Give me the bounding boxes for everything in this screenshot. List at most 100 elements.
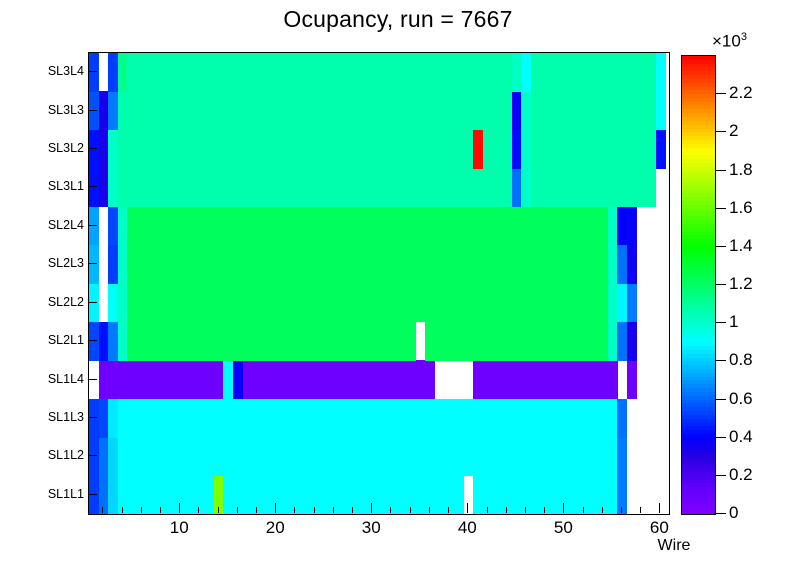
heatmap-cell — [117, 475, 215, 514]
color-scale-band — [682, 376, 715, 381]
color-scale-band — [682, 501, 715, 507]
color-scale-band — [682, 242, 715, 247]
heatmap-cell — [473, 475, 618, 514]
heatmap-cell — [617, 206, 628, 246]
heatmap-cell — [425, 321, 608, 361]
x-axis-major-tick — [659, 503, 661, 513]
x-axis-major-tick — [371, 503, 373, 513]
color-scale-tick-label: 1.8 — [729, 159, 753, 179]
heatmap-cell — [117, 283, 128, 323]
y-axis-tick-label: SL2L1 — [47, 333, 84, 348]
color-scale-band — [682, 299, 715, 305]
color-scale-band — [682, 440, 715, 446]
heatmap-cell — [98, 437, 109, 476]
color-scale-band — [682, 318, 715, 324]
color-scale-band — [682, 311, 715, 316]
y-axis-tick-label: SL3L2 — [47, 141, 84, 156]
color-scale-band — [682, 463, 715, 469]
x-axis-tick-label: 60 — [649, 518, 669, 537]
color-scale-tick-mark — [716, 513, 726, 514]
color-scale-tick-label: 1 — [729, 312, 739, 332]
color-scale-band — [682, 456, 715, 461]
heatmap-cell — [521, 168, 532, 208]
color-scale-band — [682, 234, 715, 240]
x-axis-minor-tick — [582, 507, 584, 513]
heatmap-cell — [89, 321, 99, 361]
heatmap-cell — [530, 129, 656, 169]
color-scale-band — [682, 230, 715, 236]
y-axis-tick-label: SL1L4 — [47, 371, 84, 386]
color-scale-band — [682, 368, 715, 373]
x-axis-minor-tick — [160, 507, 162, 513]
y-axis-tick-mark — [88, 186, 97, 188]
heatmap-cell — [89, 168, 99, 208]
color-scale-band — [682, 124, 715, 129]
heatmap-cell — [89, 91, 99, 131]
heatmap-cell — [473, 360, 618, 400]
y-axis-tick-mark — [88, 301, 97, 303]
heatmap-cell — [117, 91, 512, 131]
heatmap-cell — [223, 360, 234, 400]
color-scale-band — [682, 448, 715, 453]
color-scale-band — [682, 379, 715, 385]
y-axis-tick-label: SL3L4 — [47, 64, 84, 79]
color-scale-band — [682, 494, 715, 499]
color-scale-band — [682, 479, 715, 484]
y-axis-tick-mark — [88, 378, 97, 380]
heatmap-cell — [89, 129, 99, 169]
heatmap-cell — [530, 91, 656, 131]
color-scale-band — [682, 475, 715, 480]
color-scale-band — [682, 433, 715, 438]
x-axis-minor-tick — [620, 507, 622, 513]
x-axis-minor-tick — [524, 507, 526, 513]
heatmap-cell — [626, 360, 637, 400]
color-scale-bar[interactable] — [681, 55, 716, 515]
color-scale-band — [682, 257, 715, 263]
y-axis-tick-mark — [88, 263, 97, 265]
heatmap-cell — [117, 53, 128, 92]
color-scale-band — [682, 189, 715, 194]
heatmap-cell — [89, 437, 99, 476]
x-axis-major-tick — [275, 503, 277, 513]
color-scale-band — [682, 70, 715, 76]
x-axis-major-tick — [467, 503, 469, 513]
heatmap-cell — [511, 53, 522, 92]
heatmap-cell — [108, 168, 119, 208]
heatmap-cell — [530, 53, 656, 92]
heatmap-plot-area[interactable] — [88, 52, 670, 515]
color-scale-band — [682, 280, 715, 285]
color-scale-tick-label: 1.2 — [729, 274, 753, 293]
heatmap-cell — [117, 129, 474, 169]
heatmap-cell — [521, 129, 532, 169]
color-scale-band — [682, 204, 715, 209]
color-scale-band — [682, 59, 715, 64]
x-axis-minor-tick — [640, 507, 642, 513]
y-axis-tick-label: SL3L3 — [47, 102, 84, 117]
color-scale-tick-label: 0 — [729, 503, 739, 522]
color-scale-band — [682, 360, 715, 366]
x-axis-minor-tick — [448, 507, 450, 513]
heatmap-cell — [98, 360, 224, 400]
heatmap-cell — [108, 321, 119, 361]
color-scale-band — [682, 509, 715, 514]
color-scale-band — [682, 265, 715, 270]
page-title: Ocupancy, run = 7667 — [283, 6, 513, 32]
color-scale-band — [682, 135, 715, 140]
x-axis-tick-label: 10 — [169, 518, 189, 537]
color-scale-band — [682, 459, 715, 465]
x-axis-minor-tick — [390, 507, 392, 513]
color-scale-tick-mark — [716, 360, 726, 362]
heatmap-cell — [521, 53, 532, 92]
heatmap-cell — [223, 475, 464, 514]
heatmap-cell — [117, 437, 618, 476]
color-scale-band — [682, 169, 715, 175]
color-scale-band — [682, 223, 715, 228]
x-axis-tick-label: 40 — [457, 518, 477, 537]
color-scale-band — [682, 425, 715, 431]
x-axis-minor-tick — [601, 507, 603, 513]
color-scale-tick-label: 0.2 — [729, 464, 753, 484]
color-scale-band — [682, 177, 715, 182]
color-scale-band — [682, 78, 715, 83]
y-axis-tick-mark — [88, 455, 97, 457]
x-axis-tick-label: 30 — [361, 518, 381, 537]
